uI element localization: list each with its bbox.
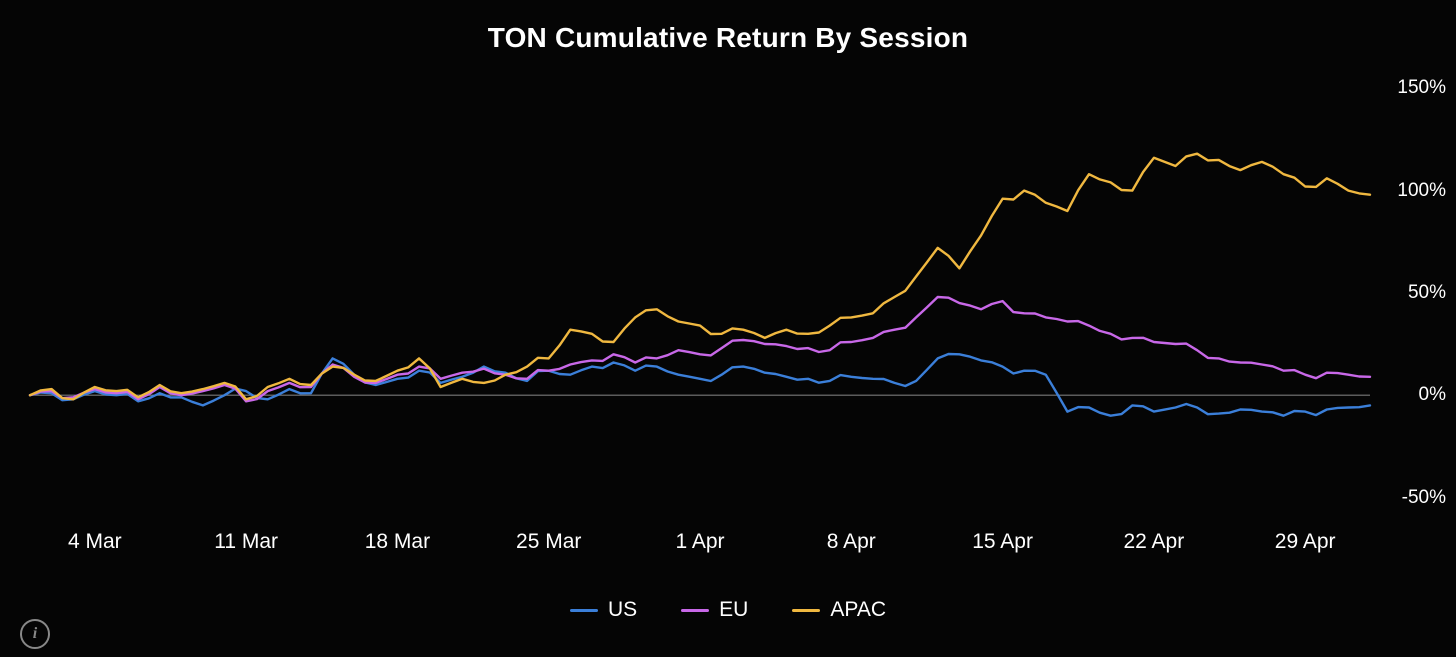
info-icon[interactable]: i: [20, 619, 50, 649]
chart-title: TON Cumulative Return By Session: [0, 22, 1456, 54]
x-tick: 29 Apr: [1275, 530, 1336, 554]
y-tick: 50%: [1408, 282, 1446, 304]
legend-swatch-us: [570, 609, 598, 612]
y-tick: 100%: [1397, 180, 1446, 202]
legend-swatch-eu: [681, 609, 709, 612]
plot-area: [30, 78, 1370, 518]
legend-label: US: [608, 598, 637, 622]
legend-label: EU: [719, 598, 748, 622]
x-axis: 4 Mar 11 Mar 18 Mar 25 Mar 1 Apr 8 Apr 1…: [30, 530, 1370, 560]
y-tick: 150%: [1397, 77, 1446, 99]
x-tick: 18 Mar: [365, 530, 430, 554]
legend-item-apac[interactable]: APAC: [792, 598, 886, 622]
chart-container: TON Cumulative Return By Session 150% 10…: [0, 0, 1456, 657]
x-tick: 8 Apr: [827, 530, 876, 554]
y-tick: -50%: [1402, 487, 1446, 509]
x-tick: 1 Apr: [675, 530, 724, 554]
legend-item-us[interactable]: US: [570, 598, 637, 622]
x-tick: 15 Apr: [972, 530, 1033, 554]
x-tick: 11 Mar: [214, 530, 278, 554]
legend-label: APAC: [830, 598, 886, 622]
x-tick: 22 Apr: [1124, 530, 1185, 554]
y-tick: 0%: [1419, 384, 1446, 406]
legend: US EU APAC: [0, 598, 1456, 622]
legend-item-eu[interactable]: EU: [681, 598, 748, 622]
legend-swatch-apac: [792, 609, 820, 612]
x-tick: 25 Mar: [516, 530, 581, 554]
y-axis: 150% 100% 50% 0% -50%: [1376, 78, 1446, 518]
series-line-apac: [30, 154, 1370, 400]
plot-svg: [30, 78, 1370, 518]
info-icon-glyph: i: [33, 625, 37, 643]
x-tick: 4 Mar: [68, 530, 122, 554]
